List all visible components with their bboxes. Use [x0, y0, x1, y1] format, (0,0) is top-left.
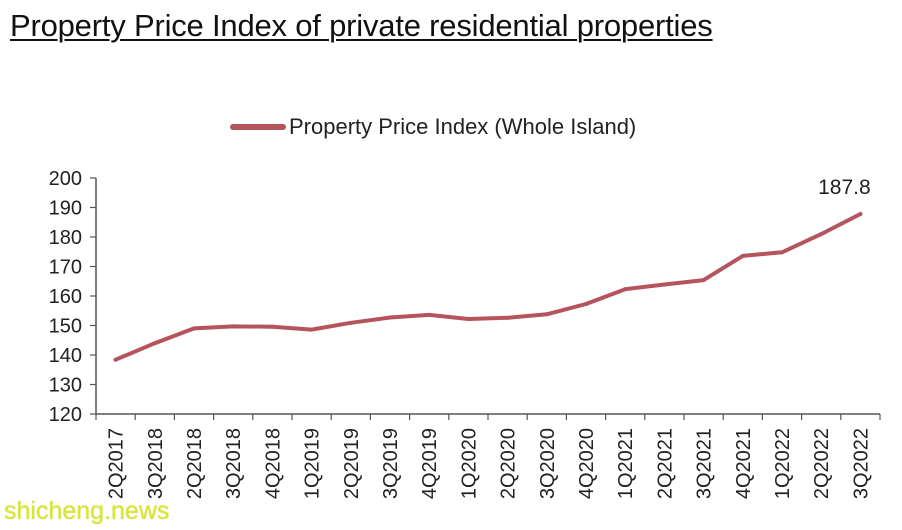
data-point — [192, 326, 196, 331]
x-tick-label: 4Q2020 — [576, 428, 598, 499]
y-tick-label: 130 — [49, 375, 82, 397]
legend-label: Property Price Index (Whole Island) — [289, 114, 637, 139]
data-point — [309, 327, 314, 332]
x-tick-label: 3Q2019 — [380, 428, 402, 499]
page-title: Property Price Index of private resident… — [10, 8, 713, 43]
y-tick-label: 140 — [49, 345, 82, 367]
data-point — [113, 357, 118, 362]
data-point — [388, 315, 392, 320]
series-line — [113, 212, 863, 362]
x-tick-label: 4Q2019 — [419, 428, 441, 499]
x-tick-label: 2Q2017 — [106, 428, 128, 499]
x-tick-label: 1Q2020 — [458, 428, 480, 499]
data-point — [427, 312, 432, 317]
data-point — [858, 211, 863, 216]
x-tick-label: 1Q2019 — [302, 428, 324, 499]
data-point — [623, 287, 628, 292]
y-tick-label: 120 — [49, 404, 82, 426]
x-tick-label: 3Q2022 — [850, 428, 872, 499]
data-point — [740, 253, 745, 258]
y-tick-label: 150 — [49, 316, 82, 338]
x-tick-label: 2Q2022 — [811, 428, 833, 499]
x-tick-label: 4Q2021 — [733, 428, 755, 499]
data-point — [270, 324, 275, 329]
data-point — [505, 315, 510, 320]
data-point — [780, 250, 784, 255]
data-point — [819, 232, 824, 237]
data-point — [584, 301, 588, 306]
x-tick-label: 4Q2018 — [262, 428, 284, 499]
data-label: 187.8 — [818, 176, 871, 199]
x-tick-label: 3Q2021 — [694, 428, 716, 499]
x-tick-label: 3Q2018 — [145, 428, 167, 499]
x-tick-label: 2Q2020 — [498, 428, 520, 499]
chart-legend: Property Price Index (Whole Island) — [230, 112, 636, 142]
x-tick-label: 2Q2018 — [184, 428, 206, 499]
data-point — [466, 317, 471, 322]
legend-swatch — [230, 124, 286, 130]
data-point — [231, 324, 236, 329]
x-tick-label: 3Q2020 — [537, 428, 559, 499]
y-tick-label: 180 — [49, 227, 82, 249]
data-point — [348, 320, 353, 325]
watermark: shicheng.news — [4, 497, 170, 525]
data-point — [544, 312, 549, 317]
y-tick-label: 170 — [49, 257, 82, 279]
x-tick-label: 2Q2019 — [341, 428, 363, 499]
y-tick-label: 190 — [49, 198, 82, 220]
x-tick-label: 1Q2022 — [772, 428, 794, 499]
x-tick-label: 1Q2021 — [615, 428, 637, 499]
x-tick-label: 2Q2021 — [654, 428, 676, 499]
x-tick-label: 3Q2018 — [223, 428, 245, 499]
data-point — [152, 341, 157, 346]
data-point — [662, 282, 667, 287]
y-tick-label: 200 — [49, 168, 82, 190]
y-tick-label: 160 — [49, 286, 82, 308]
data-point — [701, 278, 706, 283]
